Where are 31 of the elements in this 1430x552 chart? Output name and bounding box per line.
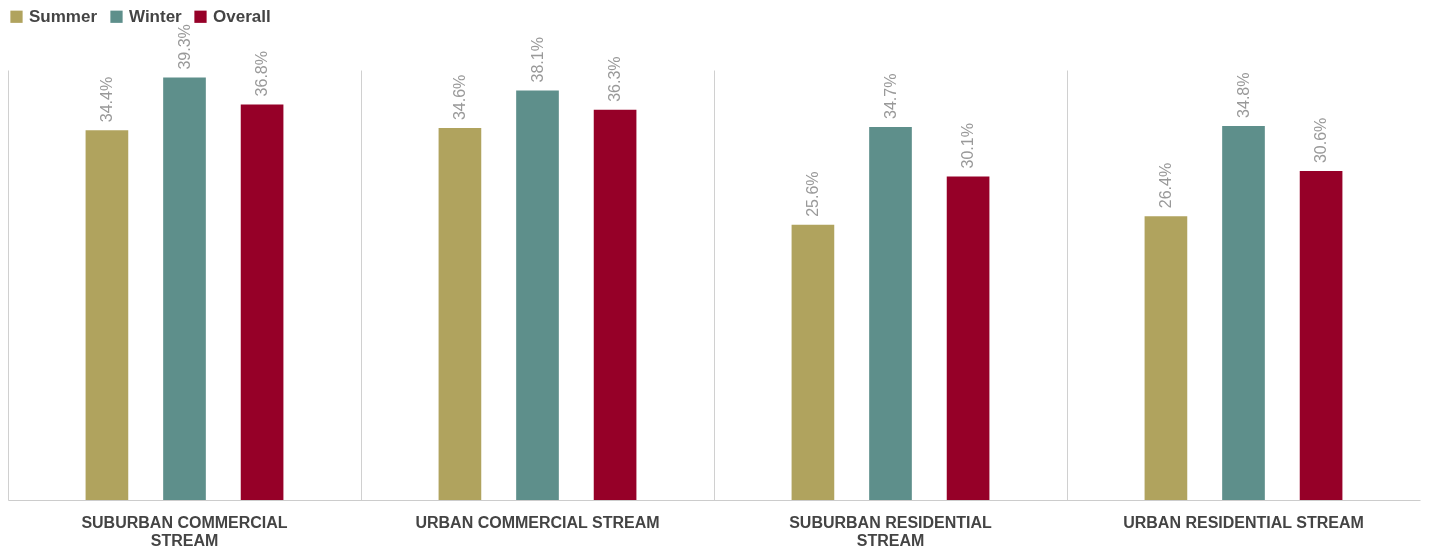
- bar: [869, 126, 912, 500]
- bar: [1144, 216, 1188, 500]
- data-label: 36.8%: [253, 51, 271, 97]
- data-label: 36.3%: [606, 56, 624, 102]
- x-tick-label: URBAN RESIDENTIAL STREAM: [1123, 513, 1364, 531]
- bar: [85, 130, 129, 500]
- data-label: 30.1%: [959, 123, 977, 169]
- data-label: 38.1%: [528, 37, 546, 83]
- data-label: 39.3%: [175, 24, 193, 70]
- bar: [1299, 171, 1343, 500]
- bar: [593, 109, 637, 500]
- data-label: 30.6%: [1312, 117, 1330, 164]
- data-label: 25.6%: [803, 171, 821, 217]
- data-label: 34.7%: [881, 73, 899, 119]
- bar: [240, 104, 284, 500]
- data-label: 34.4%: [97, 76, 115, 123]
- bar: [791, 224, 835, 500]
- bar: [1222, 125, 1265, 500]
- x-tick-label: URBAN COMMERCIAL STREAM: [415, 513, 660, 531]
- bar: [516, 90, 559, 500]
- data-label: 26.4%: [1156, 162, 1174, 209]
- bar: [946, 176, 990, 500]
- data-label: 34.6%: [450, 74, 468, 121]
- data-label: 34.8%: [1234, 72, 1252, 118]
- legend-label: Winter: [129, 6, 183, 26]
- bar: [163, 77, 206, 500]
- legend-label: Summer: [29, 6, 98, 26]
- x-tick-label: SUBURBAN COMMERCIAL STREAM: [81, 513, 288, 549]
- x-tick-label: SUBURBAN RESIDENTIAL STREAM: [789, 513, 993, 549]
- legend-label: Overall: [213, 6, 271, 26]
- bar: [438, 128, 482, 500]
